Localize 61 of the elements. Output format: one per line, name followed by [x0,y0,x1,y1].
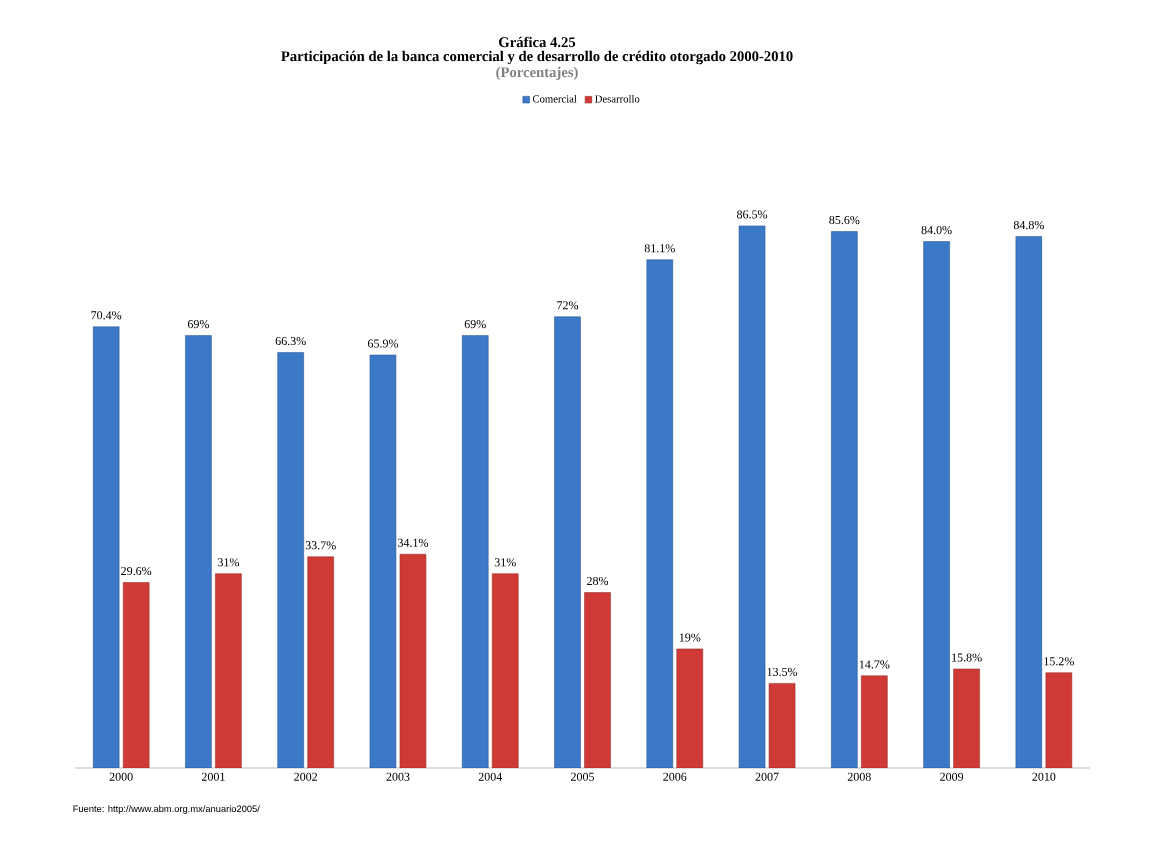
data-label: 84.8% [1013,221,1044,230]
bar [307,556,334,768]
x-tick-label: 2010 [1032,772,1056,781]
bar [554,316,581,768]
data-label: 86.5% [737,210,768,219]
x-tick-label: 2002 [294,772,318,781]
x-tick-label: 2001 [201,772,225,781]
bar [461,335,489,768]
bar [277,352,304,768]
bar [768,683,796,768]
data-label: 19% [679,633,701,642]
bar [491,573,519,768]
bar [861,675,888,768]
chart-subtitle: Participación de la banca comercial y de desarrollo de crédito otorgado 2000-2010 [281,50,793,65]
legend-label: Comercial [532,94,577,103]
data-label: 85.6% [829,215,860,225]
bar [122,582,150,768]
data-label: 81.1% [644,244,675,253]
bar [738,225,766,768]
data-label: 69% [464,320,486,329]
data-label: 33.7% [305,541,336,550]
x-tick-label: 2009 [940,772,964,781]
data-label: 31% [217,558,240,567]
text: (Porcentajes) [496,66,578,81]
bar [92,326,120,768]
data-label: 84.0% [921,226,952,235]
bar [1045,672,1073,768]
bar [923,241,950,768]
data-label: 34.1% [398,538,429,547]
source-note: Fuente: http://www.abm.org.mx/anuario2005/ [73,805,260,814]
legend-label: Desarrollo [595,94,640,103]
x-tick-label: 2000 [109,772,133,781]
data-label: 15.2% [1044,657,1074,666]
data-label: 29.6% [121,566,152,576]
bar [831,231,858,768]
chart-title: Gráfica 4.25 [499,36,576,48]
x-tick-label: 2005 [571,772,595,781]
data-label: 65.9% [367,339,399,348]
data-label: 13.5% [767,667,798,676]
data-label: 15.8% [952,653,982,662]
x-tick-label: 2007 [755,772,779,781]
bar [215,573,242,768]
data-label: 28% [587,576,609,586]
x-tick-label: 2006 [663,772,687,781]
data-label: 70.4% [91,311,122,320]
data-label: 69% [187,320,210,329]
bar [584,592,611,768]
bar [185,335,212,768]
x-tick-label: 2004 [478,772,503,781]
x-tick-label: 2003 [386,772,410,781]
bar [369,354,397,768]
x-tick-label: 2008 [847,772,871,781]
data-label: 14.7% [859,660,890,669]
data-label: 72% [557,301,579,310]
bar [1015,236,1043,768]
bar [399,554,427,768]
bar [953,668,980,768]
bar [646,259,674,768]
bar [676,648,704,768]
data-label: 66.3% [275,336,306,346]
data-label: 31% [494,558,516,567]
